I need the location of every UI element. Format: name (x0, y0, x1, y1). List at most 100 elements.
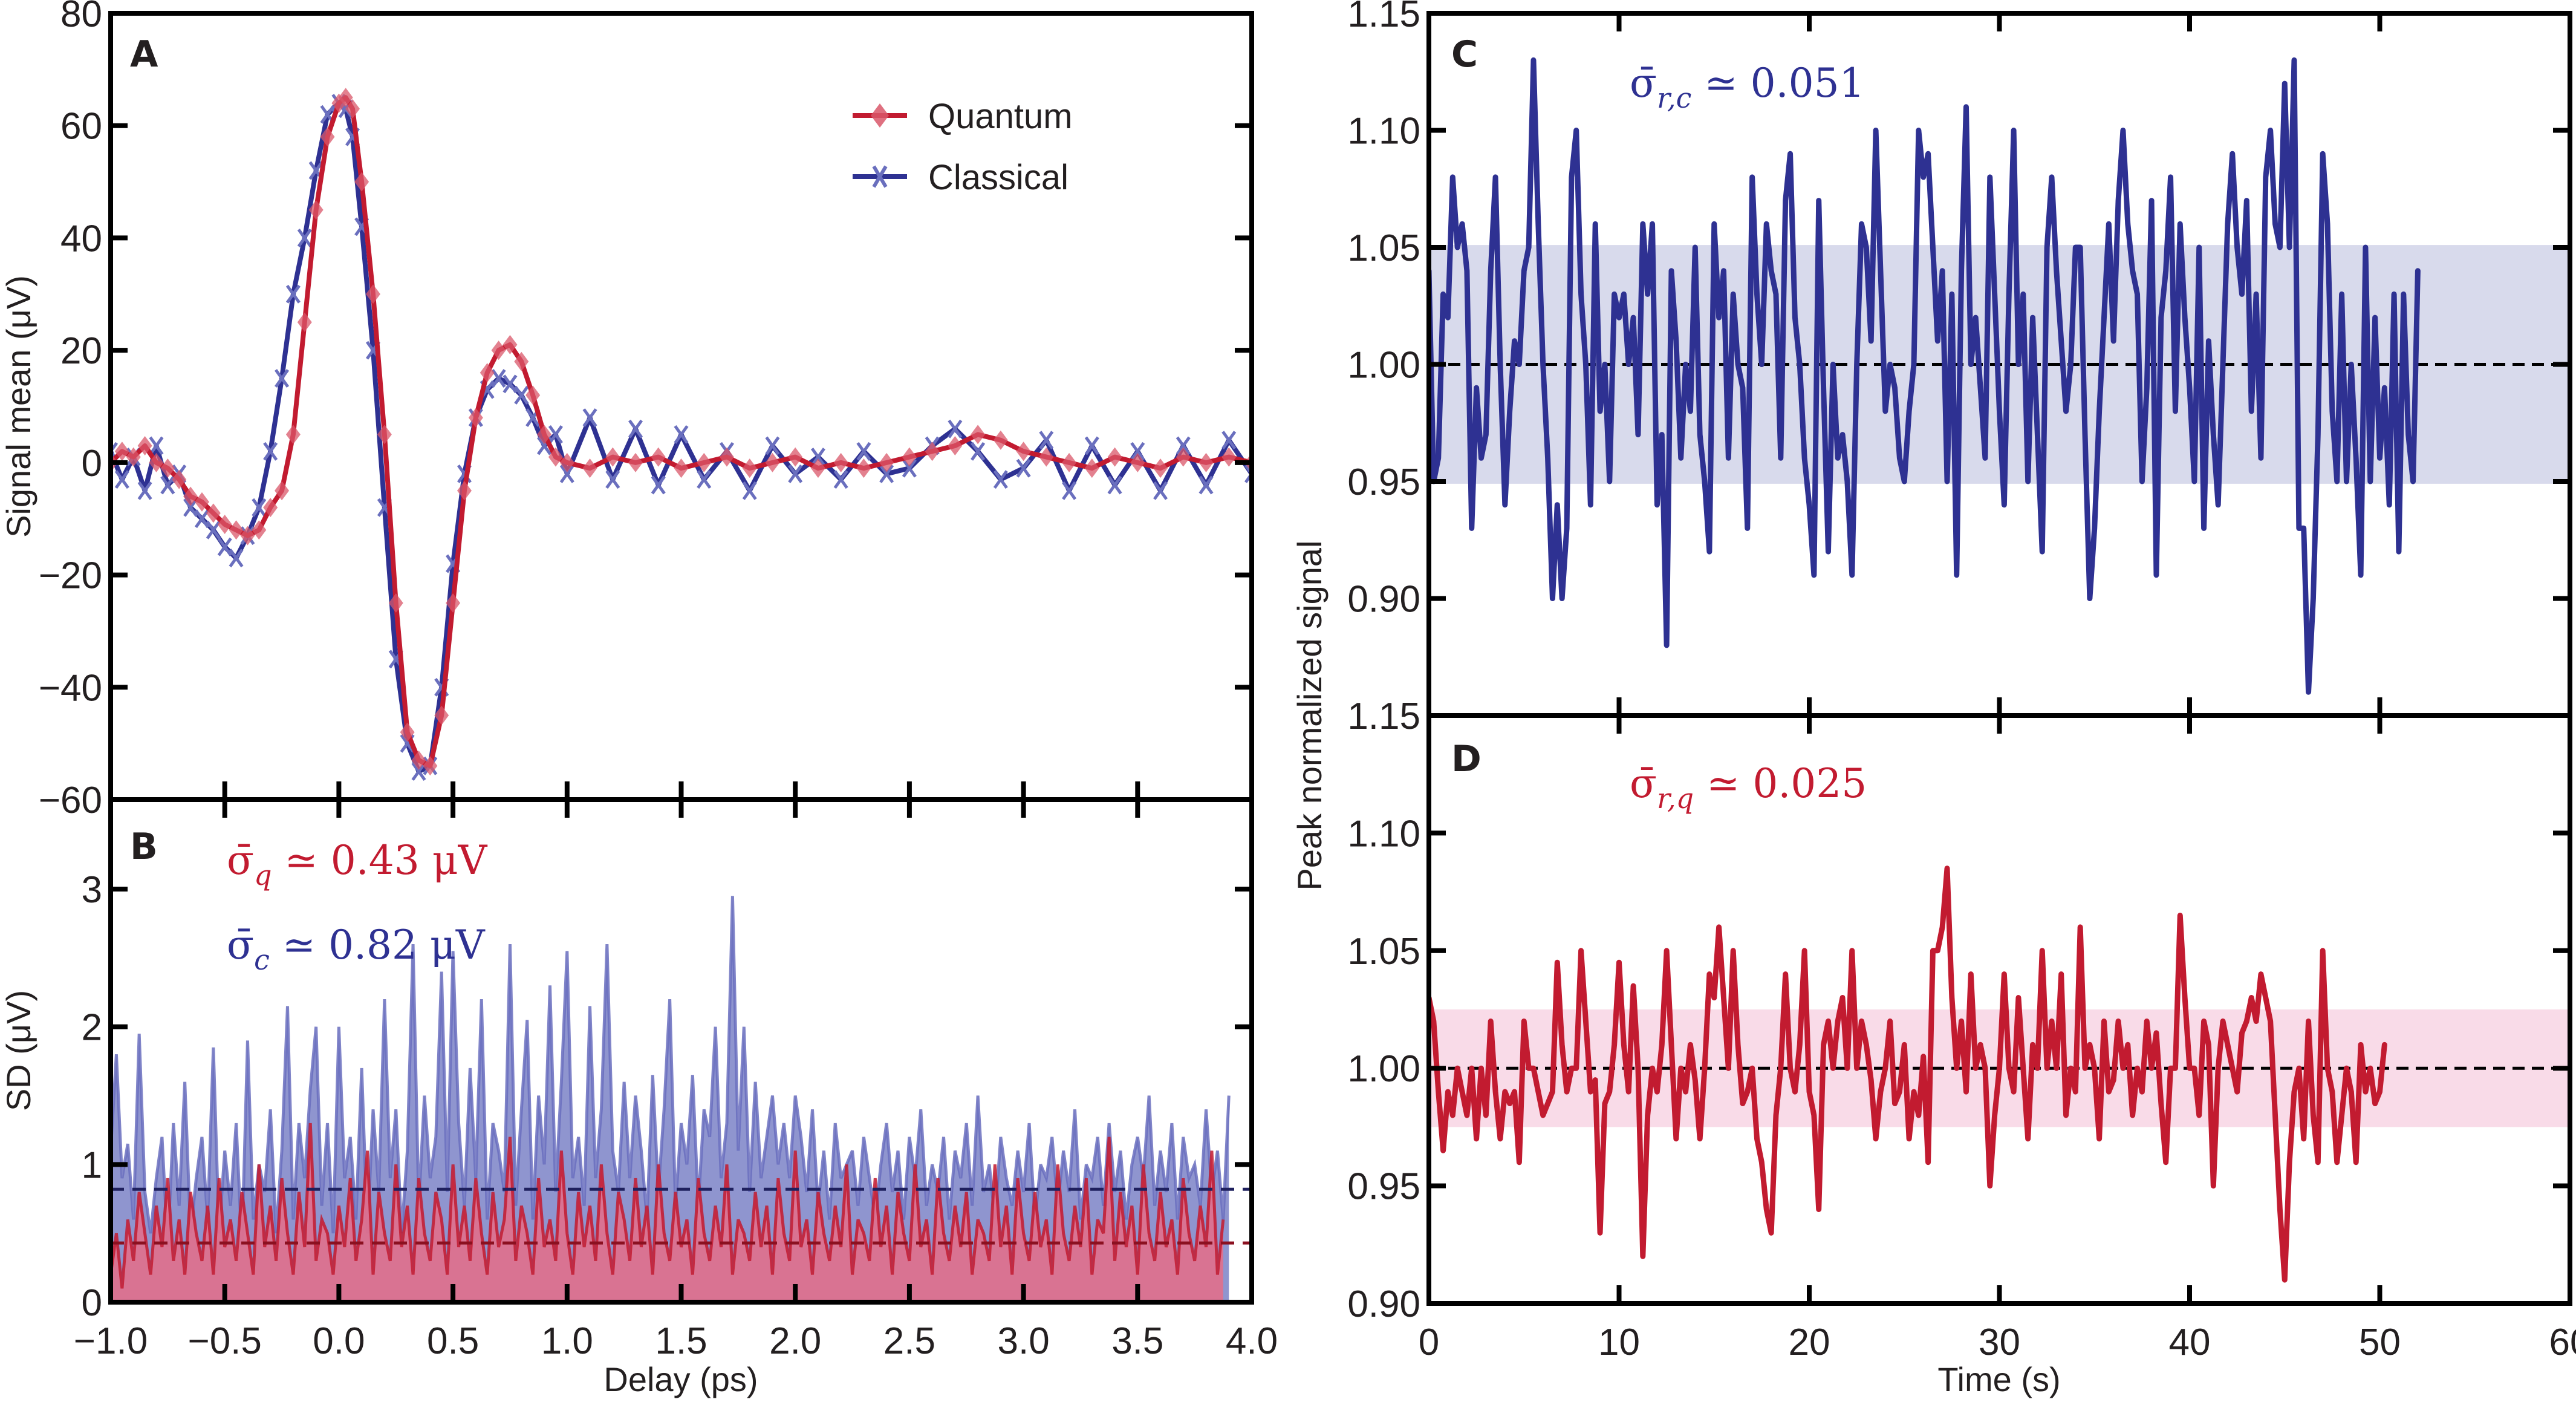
data-point (411, 751, 426, 770)
ytick-label: 1.15 (1347, 0, 1420, 35)
data-point (503, 374, 518, 394)
data-point (183, 498, 198, 517)
data-point (1130, 452, 1145, 472)
area-quantum (111, 1123, 1225, 1302)
data-point (217, 537, 232, 556)
data-point (114, 442, 129, 461)
data-point (788, 447, 803, 467)
data-point (1221, 431, 1237, 450)
data-point (697, 452, 712, 472)
data-point (514, 351, 529, 371)
ytick-label: 0 (82, 1282, 102, 1324)
data-point (480, 363, 495, 383)
xtick-label: 4.0 (1226, 1320, 1278, 1362)
xtick-label: 20 (1789, 1322, 1830, 1363)
xtick-label: 0 (1419, 1322, 1439, 1363)
data-point (285, 425, 301, 445)
data-point (240, 526, 255, 546)
data-point (160, 475, 175, 495)
data-point (206, 520, 221, 540)
data-point (297, 312, 312, 332)
data-point (194, 492, 209, 512)
data-point (377, 425, 392, 445)
ytick-label: 1 (82, 1144, 102, 1186)
panel-letter-d: D (1451, 738, 1482, 780)
ytick-label: 1.00 (1347, 345, 1420, 386)
data-point (446, 593, 461, 613)
data-point (434, 705, 449, 725)
ytick-label: 1.15 (1347, 696, 1420, 737)
data-point (1199, 452, 1214, 472)
data-point (765, 436, 780, 455)
data-point (742, 481, 757, 500)
trace-quantum (1429, 865, 2387, 1283)
data-point (902, 447, 917, 467)
data-point (1016, 458, 1031, 478)
data-point (252, 520, 267, 540)
data-point (400, 722, 415, 742)
data-point (697, 470, 712, 489)
data-point (263, 498, 278, 518)
ytick-label: 0 (82, 443, 102, 484)
xtick-label: 3.0 (997, 1320, 1049, 1362)
data-point (217, 515, 232, 534)
diamond-marker-icon (871, 103, 889, 128)
data-point (902, 458, 917, 478)
data-point (993, 470, 1008, 489)
ytick-label: −40 (39, 667, 102, 709)
data-point (194, 509, 209, 529)
data-point (605, 447, 620, 467)
data-point (514, 385, 529, 405)
panel-b-xlabel: Delay (ps) (603, 1360, 758, 1398)
data-point (993, 430, 1008, 450)
xtick-label: 30 (1979, 1322, 2020, 1363)
data-point (491, 369, 506, 388)
line-classical (111, 100, 1252, 774)
area-line (111, 896, 1231, 1248)
data-point (1153, 481, 1168, 500)
xtick-label: −0.5 (187, 1320, 261, 1362)
annotation-sigma-c: σ̄c ≃ 0.82 μV (227, 922, 486, 976)
area-classical (111, 896, 1231, 1302)
data-point (742, 458, 757, 478)
data-point (810, 458, 825, 478)
data-point (1176, 436, 1191, 455)
ytick-label: 0.90 (1347, 1283, 1420, 1325)
legend-item-classical: Classical (853, 158, 1068, 197)
data-point (503, 334, 518, 354)
data-point (674, 458, 689, 478)
data-point (925, 442, 940, 461)
data-point (366, 284, 381, 304)
ytick-label: −60 (39, 780, 102, 821)
data-point (548, 425, 563, 444)
panel-a-plot (111, 88, 1252, 781)
data-point (1062, 452, 1077, 472)
ytick-label: 0.95 (1347, 461, 1420, 503)
ytick-label: 60 (60, 106, 102, 148)
data-point (788, 464, 803, 483)
data-point (354, 172, 369, 192)
xtick-label: 2.5 (883, 1320, 935, 1362)
panel-a-frame (108, 11, 1254, 802)
data-point (114, 470, 129, 489)
data-point (971, 442, 986, 461)
xtick-label: 40 (2169, 1322, 2211, 1363)
panel-b-plot (111, 896, 1252, 1302)
ytick-label: 1.00 (1347, 1048, 1420, 1090)
data-point (252, 498, 267, 517)
data-point (674, 425, 689, 444)
xtick-label: 2.0 (769, 1320, 821, 1362)
data-point (285, 284, 301, 304)
data-point (559, 452, 574, 472)
series-quantum (111, 88, 1252, 776)
legend-item-quantum: Quantum (853, 97, 1073, 136)
panel-c: 0.90 0.95 1.00 1.05 1.10 1.15 C σ̄r,c ≃ 0.051 (1347, 0, 2572, 718)
annotation-sigma-q: σ̄q ≃ 0.43 μV (227, 837, 488, 892)
panel-letter-a: A (130, 33, 158, 76)
ytick-label: −20 (39, 555, 102, 597)
data-point (605, 470, 620, 489)
data-point (856, 442, 871, 461)
data-point (525, 385, 541, 405)
xtick-label: −1.0 (74, 1320, 148, 1362)
